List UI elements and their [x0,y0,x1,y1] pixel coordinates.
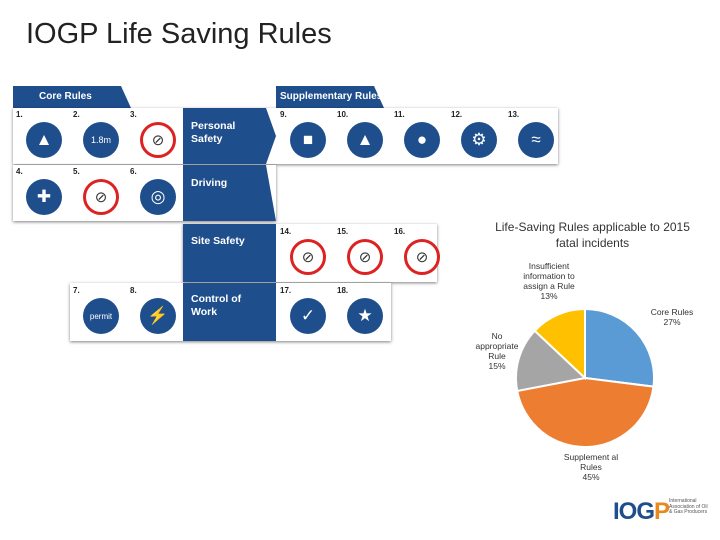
rule-9: 9. ■ [277,108,334,163]
rule-number: 13. [508,110,520,119]
gas-test-icon: ● [404,122,440,158]
permit-check-icon: ✓ [290,298,326,334]
rule-5: 5. ⊘ [70,165,127,220]
permit-icon: permit [83,298,119,334]
slide-title: IOGP Life Saving Rules [26,18,332,50]
category-personal-safety: Personal Safety [183,108,276,164]
rule-number: 12. [451,110,463,119]
rule-number: 6. [130,167,137,176]
rule-number: 9. [280,110,287,119]
slice-label-text: Core Rules [650,307,694,317]
logo-mark: IOGP [613,498,670,526]
rule-14: 14. ⊘ [277,225,334,280]
safe-work-icon: ★ [347,298,383,334]
slice-label-pct: 13% [540,291,558,301]
iogp-logo: IOGP International Association of Oil & … [613,498,708,526]
logo-text-accent: P [654,498,670,525]
core-rules-banner: Core Rules [13,86,131,108]
supplementary-rules-banner: Supplementary Rules [276,86,384,108]
rule-number: 18. [337,286,349,295]
rule-12: 12. ⚙ [448,108,505,163]
slice-label-pct: 15% [488,361,506,371]
rule-number: 3. [130,110,137,119]
rule-17: 17. ✓ [277,284,334,339]
height-mark: 1.8m [90,135,111,145]
logo-text-main: IOG [613,498,655,525]
rule-number: 1. [16,110,23,119]
rule-number: 10. [337,110,349,119]
pie-slice-1 [516,376,655,448]
rule-number: 16. [394,227,406,236]
journey-plan-icon: ◎ [140,179,176,215]
rule-18: 18. ★ [334,284,391,339]
slice-label-text: Supplement al Rules [563,452,619,472]
slice-label-text: Insufficient information to assign a Rul… [523,261,575,291]
rule-11: 11. ● [391,108,448,163]
chart-title: Life-Saving Rules applicable to 2015 fat… [495,220,690,250]
slice-label-supplementary: Supplement al Rules 45% [563,452,619,482]
rule-2: 2. 1.8m [70,108,127,163]
rule-number: 8. [130,286,137,295]
category-driving: Driving [183,165,276,221]
category-control-of-work: Control of Work [183,283,276,341]
no-smoking-icon: ⊘ [404,239,440,275]
rule-number: 15. [337,227,349,236]
no-walk-under-load-icon: ⊘ [290,239,326,275]
seatbelt-icon: ✚ [26,179,62,215]
rule-number: 17. [280,286,292,295]
slice-label-no-rule: No appropriate Rule 15% [471,331,523,371]
fall-protection-icon: ▲ [26,122,62,158]
rule-13: 13. ≈ [505,108,562,163]
no-speeding-icon: ⊘ [83,179,119,215]
rule-number: 7. [73,286,80,295]
rule-15: 15. ⊘ [334,225,391,280]
no-alcohol-icon: ⊘ [140,122,176,158]
slice-label-text: No appropriate Rule [475,331,519,361]
core-rules-label: Core Rules [39,91,92,102]
water-icon: ≈ [518,122,554,158]
pie-slice-3 [533,307,586,381]
lifting-icon: ▲ [347,122,383,158]
slice-label-pct: 45% [582,472,600,482]
rule-16: 16. ⊘ [391,225,448,280]
rule-1: 1. ▲ [13,108,70,163]
bypass-icon: ⚙ [461,122,497,158]
confined-space-icon: ■ [290,122,326,158]
pie-slice-2 [515,329,588,393]
logo-subtitle: International Association of Oil & Gas P… [669,498,708,515]
rule-number: 4. [16,167,23,176]
energy-isolation-icon: ⚡ [140,298,176,334]
height-icon: 1.8m [83,122,119,158]
slice-label-core: Core Rules 27% [650,307,694,327]
permit-mark: permit [89,311,113,321]
rule-number: 2. [73,110,80,119]
rule-3: 3. ⊘ [127,108,184,163]
slice-label-pct: 27% [663,317,681,327]
pie-slice-0 [584,307,655,388]
category-site-safety: Site Safety [183,224,276,282]
rule-7: 7. permit [70,284,127,339]
supplementary-rules-label: Supplementary Rules [280,91,383,102]
rule-number: 11. [394,110,405,119]
rule-number: 5. [73,167,80,176]
rule-6: 6. ◎ [127,165,184,220]
rule-4: 4. ✚ [13,165,70,220]
line-of-fire-icon: ⊘ [347,239,383,275]
slice-label-insufficient: Insufficient information to assign a Rul… [520,261,578,301]
rule-10: 10. ▲ [334,108,391,163]
rule-8: 8. ⚡ [127,284,184,339]
rule-number: 14. [280,227,292,236]
